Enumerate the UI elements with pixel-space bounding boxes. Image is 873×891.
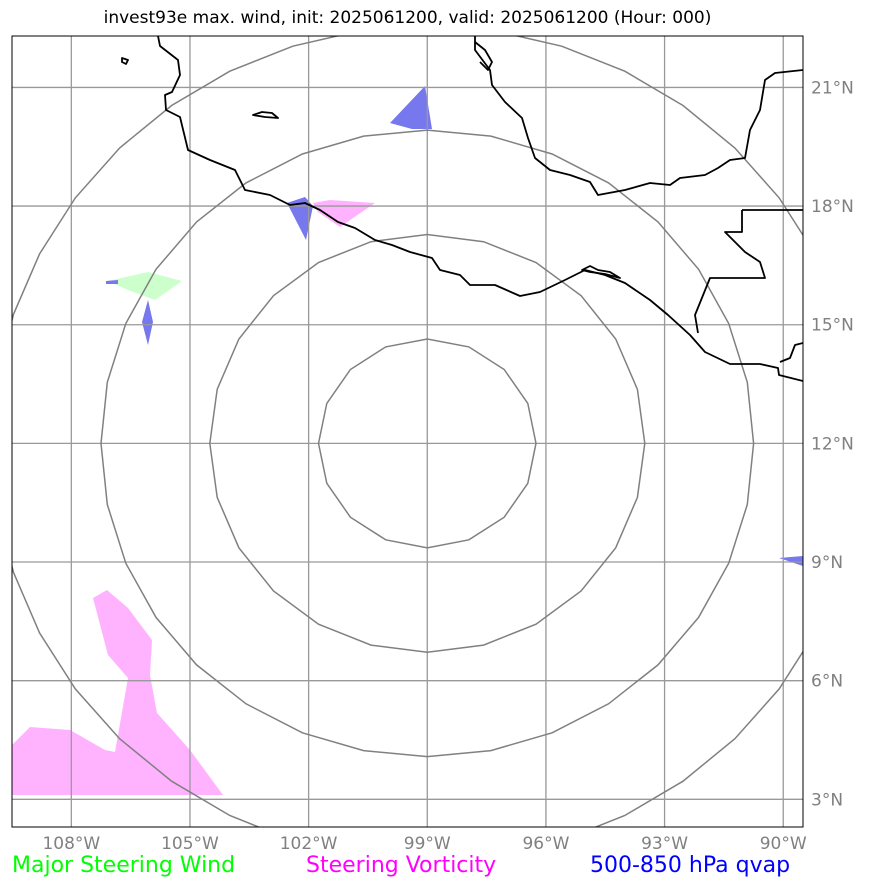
steering-vorticity-areas: [12, 200, 375, 795]
longitude-tick-label: 93°W: [641, 834, 688, 854]
steering-wind-blob: [108, 272, 182, 300]
latitude-tick-labels: 3°N 6°N 9°N 12°N 15°N 18°N 21°N: [811, 78, 854, 810]
range-ring: [100, 129, 755, 758]
longitude-tick-label: 99°W: [404, 834, 451, 854]
gridlines: [12, 36, 803, 827]
longitude-tick-labels: 108°W 105°W 102°W 99°W 96°W 93°W 90°W: [42, 834, 806, 854]
qvap-blob-coast: [287, 197, 313, 240]
qvap-dot-west: [106, 280, 118, 284]
steering-wind-areas: [108, 272, 182, 300]
island-west: [121, 57, 129, 65]
coastline-mexico-pacific: [157, 36, 803, 382]
longitude-tick-label: 105°W: [161, 834, 219, 854]
border-guatemala: [694, 209, 803, 334]
longitude-tick-label: 96°W: [522, 834, 569, 854]
island-revillagigedo: [252, 111, 279, 119]
plot-frame: [11, 35, 804, 828]
legend-steering-wind: Major Steering Wind: [12, 853, 236, 878]
qvap-blob-north: [390, 86, 432, 129]
latitude-tick-label: 21°N: [811, 78, 854, 98]
longitude-tick-label: 108°W: [42, 834, 100, 854]
vorticity-blob-southwest: [12, 590, 223, 795]
qvap-blob-east: [779, 556, 803, 566]
coastline-gulf: [474, 36, 803, 196]
latitude-tick-label: 9°N: [811, 553, 843, 573]
map-title: invest93e max. wind, init: 2025061200, v…: [103, 8, 712, 28]
coastline-belize: [779, 342, 803, 363]
latitude-tick-label: 15°N: [811, 316, 854, 336]
range-rings: [12, 36, 803, 827]
coastlines: [121, 36, 803, 382]
lagoon-oaxaca: [581, 265, 621, 279]
range-ring: [317, 338, 537, 549]
latitude-tick-label: 6°N: [811, 672, 843, 692]
qvap-areas: [106, 86, 803, 566]
range-ring: [12, 36, 803, 827]
longitude-tick-label: 90°W: [760, 834, 807, 854]
vorticity-blob-coast: [313, 200, 375, 227]
latitude-tick-label: 3°N: [811, 790, 843, 810]
legend-steering-vorticity: Steering Vorticity: [306, 853, 497, 878]
range-ring: [209, 233, 646, 653]
latitude-tick-label: 18°N: [811, 197, 854, 217]
longitude-tick-label: 102°W: [280, 834, 338, 854]
legend-qvap: 500-850 hPa qvap: [590, 853, 791, 878]
qvap-blob-west: [142, 300, 153, 345]
coastline-gulf-inlet: [474, 41, 493, 71]
latitude-tick-label: 12°N: [811, 434, 854, 454]
